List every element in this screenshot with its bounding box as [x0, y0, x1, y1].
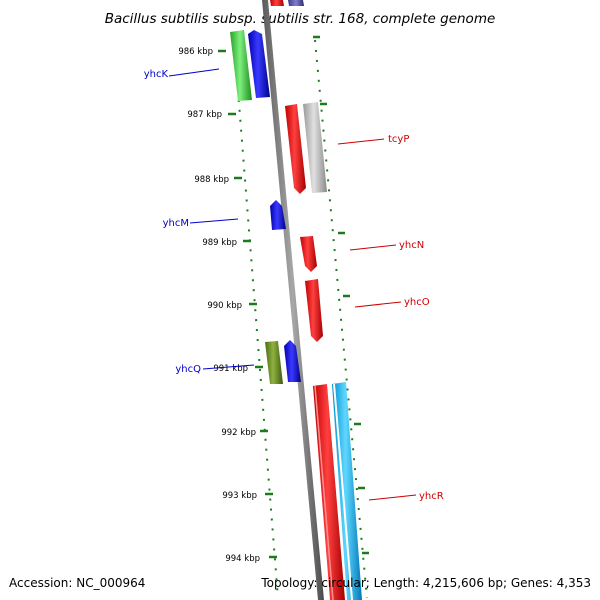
genome-summary-text: Topology: circular; Length: 4,215,606 bp…: [260, 576, 591, 590]
scale-axis: 986 kbp 987 kbp 988 kbp 989 kbp 990 kbp …: [178, 47, 277, 564]
gene-label-yhcR[interactable]: yhcR: [419, 491, 444, 502]
scale-outer-dotted-line: [314, 39, 368, 599]
scale-label-987: 987 kbp: [187, 110, 222, 120]
outer-ticks: [313, 35, 369, 555]
accession-text: Accession: NC_000964: [9, 576, 145, 590]
gene-feature-tcyP[interactable]: [303, 102, 327, 193]
gene-highlight-line: [333, 383, 353, 600]
gene-feature-yhcM[interactable]: [270, 200, 286, 230]
gene-feature-yhcQ[interactable]: [284, 340, 301, 382]
gene-feature-yhcK[interactable]: [248, 30, 270, 98]
leader-line-yhcR: [368, 494, 417, 501]
gene-feature-yhcR[interactable]: [332, 382, 362, 600]
scale-label-991: 991 kbp: [213, 364, 248, 374]
gene-highlight-line: [314, 385, 334, 600]
gene-label-tcyP[interactable]: tcyP: [388, 134, 409, 145]
scale-label-994: 994 kbp: [225, 554, 260, 564]
map-title: Bacillus subtilis subsp. subtilis str. 1…: [105, 11, 496, 27]
leader-line-yhcN: [349, 244, 397, 251]
gene-partial-top-red[interactable]: [270, 0, 284, 6]
gene-feature-red-b[interactable]: [313, 384, 345, 600]
genome-backbone: [262, 0, 324, 600]
leader-line-yhcO: [354, 301, 402, 308]
scale-label-992: 992 kbp: [221, 428, 256, 438]
leader-line-yhcQ: [202, 364, 255, 370]
scale-label-989: 989 kbp: [202, 238, 237, 248]
scale-inner-dotted-line: [233, 39, 279, 599]
scale-label-990: 990 kbp: [207, 301, 242, 311]
gene-label-yhcM[interactable]: yhcM: [163, 218, 189, 229]
leader-line-yhcK: [168, 68, 220, 77]
gene-feature-red-a[interactable]: [285, 104, 306, 194]
gene-feature-yhcN[interactable]: [300, 236, 317, 272]
gene-label-yhcQ[interactable]: yhcQ: [175, 364, 201, 375]
leader-line-yhcM: [189, 218, 239, 224]
gene-partial-top-purple[interactable]: [288, 0, 304, 6]
leader-line-tcyP: [337, 138, 385, 145]
gene-feature-yhcO[interactable]: [305, 279, 323, 342]
gene-label-yhcK[interactable]: yhcK: [144, 69, 169, 80]
gene-feature-olive[interactable]: [265, 341, 283, 384]
gene-feature-green[interactable]: [230, 30, 252, 101]
gene-label-yhcN[interactable]: yhcN: [399, 240, 424, 251]
scale-label-986: 986 kbp: [178, 47, 213, 57]
scale-label-988: 988 kbp: [194, 175, 229, 185]
scale-label-993: 993 kbp: [222, 491, 257, 501]
gene-label-yhcO[interactable]: yhcO: [404, 297, 430, 308]
